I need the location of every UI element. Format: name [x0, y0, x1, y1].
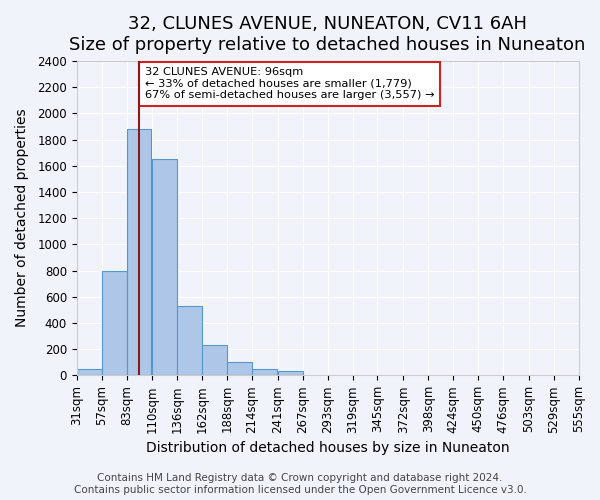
Bar	[252, 369, 277, 376]
Text: Contains HM Land Registry data © Crown copyright and database right 2024.
Contai: Contains HM Land Registry data © Crown c…	[74, 474, 526, 495]
Bar	[152, 159, 178, 376]
Bar	[178, 306, 202, 376]
Bar	[227, 362, 252, 376]
Text: 32 CLUNES AVENUE: 96sqm
← 33% of detached houses are smaller (1,779)
67% of semi: 32 CLUNES AVENUE: 96sqm ← 33% of detache…	[145, 67, 434, 100]
Bar	[77, 369, 101, 376]
X-axis label: Distribution of detached houses by size in Nuneaton: Distribution of detached houses by size …	[146, 441, 509, 455]
Bar	[202, 344, 227, 376]
Bar	[278, 372, 303, 376]
Title: 32, CLUNES AVENUE, NUNEATON, CV11 6AH
Size of property relative to detached hous: 32, CLUNES AVENUE, NUNEATON, CV11 6AH Si…	[70, 15, 586, 54]
Bar	[101, 270, 127, 376]
Bar	[127, 129, 151, 376]
Y-axis label: Number of detached properties: Number of detached properties	[15, 109, 29, 328]
